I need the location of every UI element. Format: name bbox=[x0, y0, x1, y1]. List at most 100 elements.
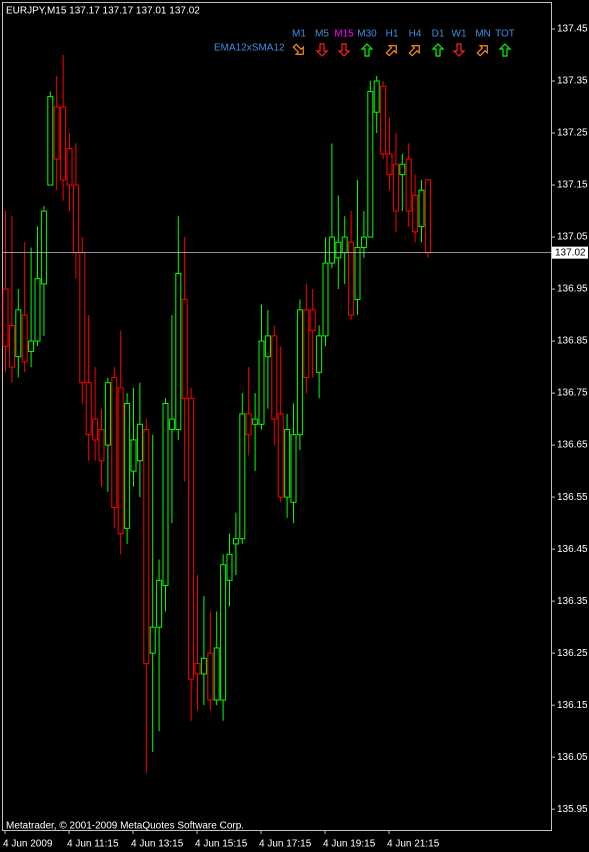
signal-arrow bbox=[452, 43, 466, 57]
candle-body bbox=[328, 236, 335, 264]
candle-body bbox=[290, 434, 297, 503]
candle-body bbox=[162, 402, 169, 587]
candle-body bbox=[386, 153, 393, 176]
candle-body bbox=[66, 148, 73, 186]
y-tick-label: 136.85 bbox=[557, 336, 588, 347]
candle-body bbox=[380, 85, 387, 155]
y-tick-label: 137.05 bbox=[557, 232, 588, 243]
candle-body bbox=[245, 413, 252, 436]
candle-body bbox=[98, 429, 105, 462]
signal-arrow bbox=[337, 43, 351, 57]
candle-body bbox=[296, 309, 303, 436]
y-tick-label: 136.75 bbox=[557, 388, 588, 399]
candle-body bbox=[111, 376, 118, 509]
y-tick-label: 136.45 bbox=[557, 544, 588, 555]
candle-body bbox=[92, 418, 99, 441]
candle-body bbox=[207, 652, 214, 701]
candle-body bbox=[72, 184, 79, 254]
candle-body bbox=[354, 246, 361, 300]
candle-body bbox=[188, 397, 195, 680]
candle-body bbox=[335, 241, 342, 259]
footer: Metatrader, © 2001-2009 MetaQuotes Softw… bbox=[6, 821, 244, 832]
candle-body bbox=[85, 382, 92, 436]
x-tick-label: 4 Jun 13:15 bbox=[131, 839, 184, 850]
signal-label: H4 bbox=[409, 29, 422, 40]
candle-body bbox=[53, 106, 60, 160]
y-tick-label: 137.25 bbox=[557, 128, 588, 139]
candle-body bbox=[399, 163, 406, 176]
candle-body bbox=[405, 158, 412, 212]
candle-body bbox=[130, 439, 137, 472]
candle-body bbox=[34, 278, 41, 342]
signal-arrow bbox=[476, 45, 488, 57]
candle-body bbox=[60, 106, 67, 181]
signal-label: H1 bbox=[386, 29, 399, 40]
candle-body bbox=[252, 418, 259, 425]
chart-title: EURJPY,M15 137.17 137.17 137.01 137.02 bbox=[6, 6, 200, 17]
signal-arrow bbox=[498, 43, 512, 57]
candle-body bbox=[348, 241, 355, 316]
candle-body bbox=[309, 309, 316, 332]
signal-label: M15 bbox=[334, 29, 354, 40]
y-tick-label: 136.05 bbox=[557, 752, 588, 763]
candle-body bbox=[412, 194, 419, 233]
signal-label: TOT bbox=[495, 29, 515, 40]
candle-body bbox=[136, 423, 143, 462]
candle-body bbox=[341, 236, 348, 254]
candle-body bbox=[156, 579, 163, 628]
signal-arrow bbox=[315, 43, 329, 57]
signal-label: M30 bbox=[357, 29, 377, 40]
x-tick-label: 4 Jun 17:15 bbox=[259, 839, 312, 850]
candle-body bbox=[40, 210, 47, 285]
current-price-box bbox=[552, 246, 588, 259]
candle-body bbox=[117, 387, 124, 535]
signal-arrow bbox=[385, 45, 397, 57]
signal-label: D1 bbox=[432, 29, 445, 40]
signal-label: W1 bbox=[452, 29, 467, 40]
y-tick-label: 136.35 bbox=[557, 596, 588, 607]
candle-body bbox=[271, 335, 278, 420]
candle-body bbox=[15, 309, 22, 358]
y-tick-label: 135.95 bbox=[557, 804, 588, 815]
x-tick-label: 4 Jun 21:15 bbox=[387, 839, 440, 850]
candle-body bbox=[2, 288, 9, 347]
candle-body bbox=[418, 189, 425, 228]
candle-body bbox=[220, 564, 227, 701]
signal-label: M1 bbox=[292, 29, 306, 40]
candle-body bbox=[322, 262, 329, 337]
candle-body bbox=[373, 80, 380, 113]
y-tick-label: 136.25 bbox=[557, 648, 588, 659]
x-tick-label: 4 Jun 15:15 bbox=[195, 839, 248, 850]
candle-body bbox=[239, 413, 246, 540]
candle-body bbox=[277, 413, 284, 498]
y-tick-label: 136.95 bbox=[557, 284, 588, 295]
signal-label: MN bbox=[475, 29, 491, 40]
y-tick-label: 137.15 bbox=[557, 180, 588, 191]
candle-body bbox=[168, 418, 175, 431]
candle-body bbox=[360, 236, 367, 248]
signal-arrow bbox=[408, 45, 420, 57]
x-tick-label: 4 Jun 2009 bbox=[3, 839, 53, 850]
plot-frame bbox=[2, 2, 552, 831]
y-tick-label: 136.65 bbox=[557, 440, 588, 451]
signal-label: M5 bbox=[315, 29, 329, 40]
candle-body bbox=[213, 647, 220, 701]
candle-body bbox=[181, 298, 188, 399]
candle-body bbox=[104, 382, 111, 446]
x-tick-label: 4 Jun 19:15 bbox=[323, 839, 376, 850]
y-tick-label: 136.15 bbox=[557, 700, 588, 711]
candle-body bbox=[79, 252, 86, 384]
candle-body bbox=[149, 626, 156, 654]
candle-body bbox=[316, 335, 323, 373]
candle-body bbox=[200, 657, 207, 675]
candle-body bbox=[194, 663, 201, 675]
signal-arrow bbox=[431, 43, 445, 57]
current-price-label: 137.02 bbox=[555, 247, 586, 258]
candle-body bbox=[21, 314, 28, 363]
candle-body bbox=[47, 96, 54, 186]
candle-body bbox=[28, 340, 35, 352]
candle-body bbox=[226, 553, 233, 581]
candle-body bbox=[143, 429, 150, 665]
